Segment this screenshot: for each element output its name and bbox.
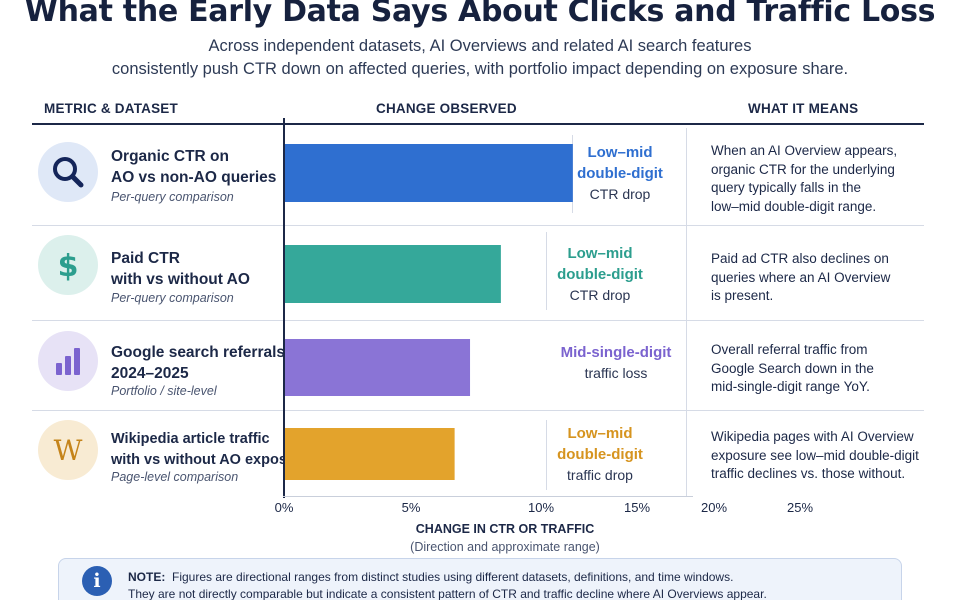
metric-name: Google search referrals 2024–2025 [111, 344, 286, 382]
column-header-change: CHANGE OBSERVED [376, 101, 517, 116]
x-tick-label: 5% [401, 500, 421, 515]
label-separator [546, 420, 547, 490]
header-rule [32, 123, 924, 125]
svg-text:W: W [54, 434, 83, 467]
info-icon: i [82, 566, 112, 596]
note-text: NOTE: Figures are directional ranges fro… [128, 570, 767, 600]
note-label: NOTE: [128, 570, 166, 584]
metric-name: Paid CTR with vs without AO [111, 250, 250, 288]
x-axis-label: CHANGE IN CTR OR TRAFFIC [415, 522, 595, 536]
bar-value-label: Mid-single-digit traffic loss [560, 344, 672, 381]
means-text: Wikipedia pages with AI Overview exposur… [711, 429, 919, 481]
x-axis-sublabel: (Direction and approximate range) [410, 540, 600, 554]
bar-value-label: Low–mid double-digit CTR drop [557, 245, 643, 303]
row-divider [32, 320, 924, 321]
subtitle-line-2: consistently push CTR down on affected q… [111, 60, 849, 78]
row-divider [32, 225, 924, 226]
page-title: What the Early Data Says About Clicks an… [24, 0, 936, 29]
means-text: Overall referral traffic from Google Sea… [711, 342, 874, 394]
svg-text:$: $ [58, 249, 79, 284]
column-separator [686, 128, 687, 496]
bar-2 [285, 245, 501, 303]
wikipedia-icon: W [38, 420, 98, 480]
row-divider [32, 410, 924, 411]
label-separator [546, 232, 547, 310]
x-tick-label: 25% [786, 500, 814, 515]
metric-name: Wikipedia article traffic with vs withou… [111, 431, 310, 468]
column-header-means: WHAT IT MEANS [748, 101, 859, 116]
y-axis-line [283, 118, 285, 498]
bar-3 [285, 339, 471, 396]
means-text: Paid ad CTR also declines on queries whe… [711, 251, 891, 303]
bar-1 [285, 144, 573, 202]
label-separator [572, 135, 573, 213]
magnifier-icon [38, 142, 98, 202]
dollar-icon: $ [38, 235, 98, 295]
x-tick-label: 0% [274, 500, 294, 515]
metric-description: Portfolio / site-level [111, 384, 217, 398]
bar-value-label: Low–mid double-digit CTR drop [577, 144, 663, 202]
x-tick-label: 10% [527, 500, 555, 515]
x-axis-line [283, 496, 693, 497]
metric-description: Per-query comparison [111, 190, 234, 204]
subtitle-line-1: Across independent datasets, AI Overview… [208, 37, 752, 55]
x-tick-label: 15% [623, 500, 651, 515]
metric-description: Per-query comparison [111, 291, 234, 305]
bar-chart-icon [38, 331, 98, 391]
metric-description: Page-level comparison [111, 470, 239, 484]
x-tick-label: 20% [700, 500, 728, 515]
bar-value-label: Low–mid double-digit traffic drop [557, 425, 643, 483]
note-box [58, 558, 902, 600]
column-header-metric: METRIC & DATASET [44, 101, 178, 116]
means-text: When an AI Overview appears, organic CTR… [711, 143, 898, 214]
metric-name: Organic CTR on AO vs non-AO queries [111, 148, 277, 186]
bar-4 [285, 428, 455, 480]
